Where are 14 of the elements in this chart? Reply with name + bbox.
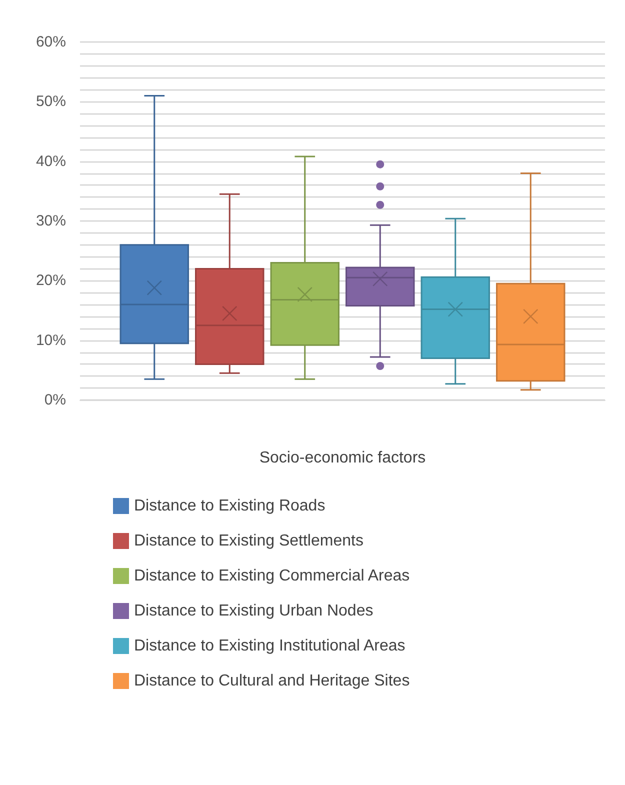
x-axis-title: Socio-economic factors	[259, 450, 426, 466]
y-tick-label: 50%	[36, 93, 66, 110]
legend-label: Distance to Existing Institutional Areas	[134, 638, 406, 654]
y-tick-label: 30%	[36, 212, 66, 230]
legend-label: Distance to Cultural and Heritage Sites	[134, 672, 410, 690]
legend-label: Distance to Existing Commercial Areas	[134, 568, 410, 584]
y-tick-label: 60%	[36, 34, 66, 50]
legend-label: Distance to Existing Roads	[134, 498, 326, 514]
y-tick-label: 10%	[36, 332, 66, 349]
y-tick-label: 20%	[36, 272, 66, 290]
legend-label: Distance to Existing Urban Nodes	[134, 602, 374, 620]
y-tick-label: 0%	[44, 392, 66, 408]
y-tick-label: 40%	[36, 152, 66, 170]
legend-label: Distance to Existing Settlements	[134, 532, 364, 550]
